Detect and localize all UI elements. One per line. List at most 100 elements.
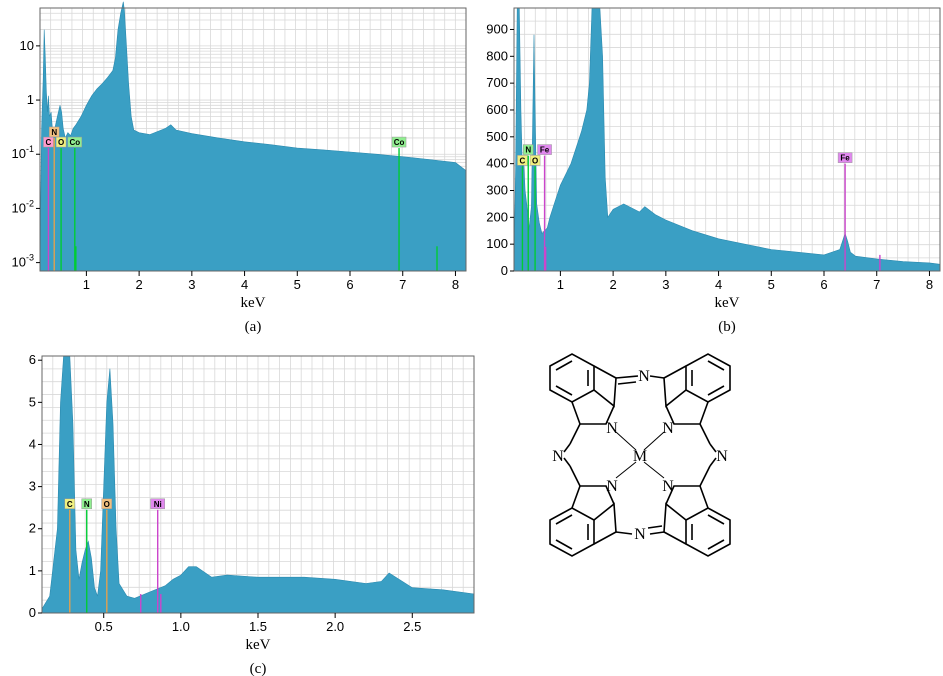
x-tick-label: 2 — [136, 277, 143, 292]
y-tick-label: 900 — [486, 21, 508, 36]
element-tag-n — [81, 498, 92, 510]
element-tag-n — [522, 144, 534, 155]
x-tick-label: 2.5 — [403, 619, 421, 634]
x-tick-label: 5 — [294, 277, 301, 292]
atom-n-pyrrole-3: N — [606, 478, 618, 495]
element-tag-o — [101, 498, 113, 510]
metal-phthalocyanine-structure: M N N N N N N N N — [549, 353, 731, 557]
element-tag-c — [64, 498, 76, 510]
y-tick-label: 1 — [27, 92, 34, 107]
atom-n-bridge-left: N — [552, 448, 564, 465]
chart-panel-a: C N O Co Co 1 2 3 4 5 6 7 8 10 1 10-1 10-2 10-3 keV (a) — [0, 0, 470, 340]
y-tick-label: 6 — [29, 352, 36, 367]
element-tag-c — [517, 155, 528, 166]
element-tag-label: C — [520, 156, 526, 165]
element-tag-label: N — [51, 128, 57, 137]
y-tick-label: 1 — [29, 563, 36, 578]
x-axis-label: keV — [715, 295, 740, 311]
element-tag-label: N — [525, 146, 531, 155]
element-tag-co — [67, 136, 83, 148]
x-tick-label: 5 — [768, 277, 775, 292]
y-tick-label: 800 — [486, 48, 508, 63]
x-tick-label: 6 — [346, 277, 353, 292]
x-tick-label: 7 — [873, 277, 880, 292]
chart-caption: (a) — [245, 319, 262, 335]
x-tick-label: 6 — [820, 277, 827, 292]
atom-n-pyrrole-4: N — [662, 478, 674, 495]
x-axis-label: keV — [241, 295, 266, 311]
x-tick-label: 0.5 — [95, 619, 113, 634]
element-tag-ni — [150, 498, 165, 510]
element-tag-o — [55, 136, 67, 148]
element-tag-label: C — [46, 138, 52, 147]
atom-n-bridge-right: N — [716, 448, 728, 465]
x-tick-label: 8 — [926, 277, 933, 292]
x-tick-label: 2 — [610, 277, 617, 292]
coordination-bonds — [615, 431, 665, 479]
atom-n-bridge-top: N — [638, 368, 650, 385]
x-tick-label: 4 — [241, 277, 248, 292]
chart-caption: (b) — [718, 319, 736, 335]
element-tag-o — [529, 155, 541, 166]
chart-panel-b: C N O Fe Fe 1 2 3 4 5 6 7 8 0 100 200 300 400 500 600 700 800… — [476, 0, 943, 340]
x-tick-label: 1.0 — [172, 619, 190, 634]
element-tag-label: O — [532, 156, 538, 165]
y-tick-label: 10-3 — [12, 253, 34, 270]
eds-spectrum-chart-c: C N O Ni 0.5 1.0 1.5 2.0 2.5 0 1 2 3 4 5 6 keV (c) — [29, 352, 475, 676]
atom-n-pyrrole-1: N — [606, 420, 618, 437]
y-tick-label: 10-1 — [12, 144, 34, 161]
element-tag-fe — [837, 152, 853, 163]
y-tick-label: 700 — [486, 75, 508, 90]
y-tick-label: 600 — [486, 102, 508, 117]
x-tick-label: 1 — [557, 277, 564, 292]
y-tick-label: 3 — [29, 479, 36, 494]
x-tick-label: 3 — [662, 277, 669, 292]
element-tag-co — [391, 136, 407, 148]
x-axis-label: keV — [246, 637, 271, 653]
atom-n-bridge-bottom: N — [634, 526, 646, 543]
y-tick-label: 200 — [486, 209, 508, 224]
element-tag-n — [48, 126, 60, 138]
eds-spectrum-chart-a: CNO Co Co 1 2 3 4 5 6 7 8 10 1 10-1 10-2 10-3 keV (a) — [12, 1, 467, 335]
molecule-structure-panel: M N N N N N N N N — [510, 340, 770, 570]
x-tick-label: 8 — [452, 277, 459, 292]
element-tag-label: Co — [394, 138, 405, 147]
x-tick-label: 3 — [188, 277, 195, 292]
y-tick-label: 0 — [501, 263, 508, 278]
element-tag-c — [43, 136, 54, 148]
x-tick-label: 7 — [399, 277, 406, 292]
element-tag-label: Co — [69, 138, 80, 147]
element-tag-label: Ni — [154, 500, 162, 509]
y-tick-label: 300 — [486, 182, 508, 197]
y-tick-label: 10 — [20, 38, 34, 53]
y-tick-label: 5 — [29, 394, 36, 409]
y-tick-label: 100 — [486, 236, 508, 251]
chart-caption: (c) — [250, 661, 267, 676]
x-tick-label: 4 — [715, 277, 722, 292]
molecule-bonds — [549, 353, 731, 557]
atom-n-pyrrole-2: N — [662, 420, 674, 437]
plot-border — [39, 7, 467, 272]
element-tag-label: O — [58, 138, 64, 147]
element-tag-label: Fe — [540, 146, 550, 155]
x-tick-label: 2.0 — [326, 619, 344, 634]
element-tag-label: C — [67, 500, 73, 509]
element-tag-label: Fe — [840, 154, 850, 163]
x-tick-label: 1.5 — [249, 619, 267, 634]
chart-panel-c: C N O Ni 0.5 1.0 1.5 2.0 2.5 0 1 2 3 4 5 6 keV (c) — [0, 342, 478, 676]
element-tag-label: O — [104, 500, 110, 509]
spectrum-area — [39, 1, 467, 272]
y-tick-label: 500 — [486, 129, 508, 144]
atom-metal-center: M — [633, 448, 647, 465]
y-tick-label: 2 — [29, 521, 36, 536]
element-tag-label: N — [84, 500, 90, 509]
y-tick-label: 4 — [29, 436, 36, 451]
x-tick-label: 1 — [83, 277, 90, 292]
y-tick-label: 10-2 — [12, 198, 34, 215]
spectrum-area — [41, 355, 475, 614]
element-tag-fe — [537, 144, 552, 155]
y-tick-label: 0 — [29, 605, 36, 620]
plot-border — [513, 7, 941, 272]
y-tick-label: 400 — [486, 156, 508, 171]
